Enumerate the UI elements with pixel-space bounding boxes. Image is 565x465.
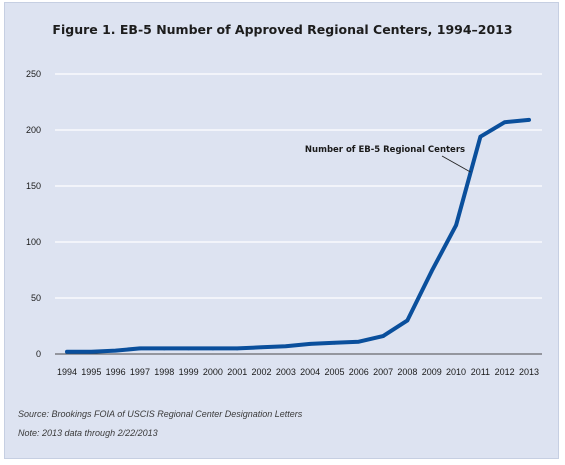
chart-panel — [4, 2, 559, 459]
data-point — [284, 344, 288, 348]
x-tick-label: 2008 — [397, 367, 417, 377]
data-point — [211, 346, 215, 351]
x-tick-label: 2007 — [373, 367, 393, 377]
x-tick-label: 2006 — [349, 367, 369, 377]
data-point — [65, 349, 69, 354]
source-note: Source: Brookings FOIA of USCIS Regional… — [18, 409, 303, 419]
series-line — [65, 117, 531, 354]
x-tick-label: 1998 — [154, 367, 174, 377]
x-tick-label: 1999 — [179, 367, 199, 377]
data-point — [186, 346, 191, 351]
data-point — [332, 341, 337, 345]
y-tick-label: 0 — [36, 349, 41, 359]
x-tick-label: 1995 — [81, 367, 101, 377]
data-point — [259, 345, 264, 350]
annotation-leader — [441, 155, 471, 173]
x-tick-labels: 1994 1995 1996 1997 1998 1999 2000 2001 2002 2003… — [57, 367, 539, 377]
data-point — [356, 339, 361, 344]
chart-title: Figure 1. EB-5 Number of Approved Region… — [52, 22, 513, 37]
x-tick-label: 2009 — [422, 367, 442, 377]
x-tick-label: 1994 — [57, 367, 77, 377]
data-point — [138, 346, 142, 351]
data-point — [527, 118, 531, 122]
x-tick-label: 2013 — [519, 367, 539, 377]
x-tick-label: 2005 — [324, 367, 344, 377]
x-tick-label: 1997 — [130, 367, 150, 377]
y-tick-label: 200 — [26, 125, 41, 135]
x-tick-label: 2012 — [495, 367, 515, 377]
y-tick-label: 150 — [26, 181, 41, 191]
x-tick-label: 2003 — [276, 367, 296, 377]
x-tick-label: 2001 — [227, 367, 247, 377]
data-point — [429, 269, 434, 273]
data-point — [502, 120, 507, 124]
y-tick-labels: 0 50 100 150 200 250 — [26, 69, 41, 359]
data-point — [89, 349, 94, 354]
data-point — [308, 342, 312, 346]
x-tick-label: 2002 — [252, 367, 272, 377]
y-tick-label: 100 — [26, 237, 41, 247]
data-point — [405, 318, 410, 323]
y-tick-label: 250 — [26, 69, 41, 79]
data-point — [454, 223, 458, 227]
data-point — [113, 348, 118, 353]
data-note: Note: 2013 data through 2/22/2013 — [18, 428, 158, 438]
data-point — [478, 134, 483, 139]
x-tick-label: 2010 — [446, 367, 466, 377]
x-tick-label: 2004 — [300, 367, 320, 377]
data-point — [381, 334, 385, 338]
x-tick-label: 2000 — [203, 367, 223, 377]
y-tick-label: 50 — [31, 293, 41, 303]
series-layer — [65, 117, 531, 354]
annotation-layer: Number of EB-5 Regional Centers — [305, 145, 471, 173]
x-tick-label: 2011 — [471, 367, 490, 377]
data-point — [162, 346, 167, 351]
x-tick-label: 1996 — [106, 367, 126, 377]
annotation-label: Number of EB-5 Regional Centers — [305, 145, 465, 155]
gridlines — [55, 73, 542, 355]
data-point — [235, 346, 240, 351]
